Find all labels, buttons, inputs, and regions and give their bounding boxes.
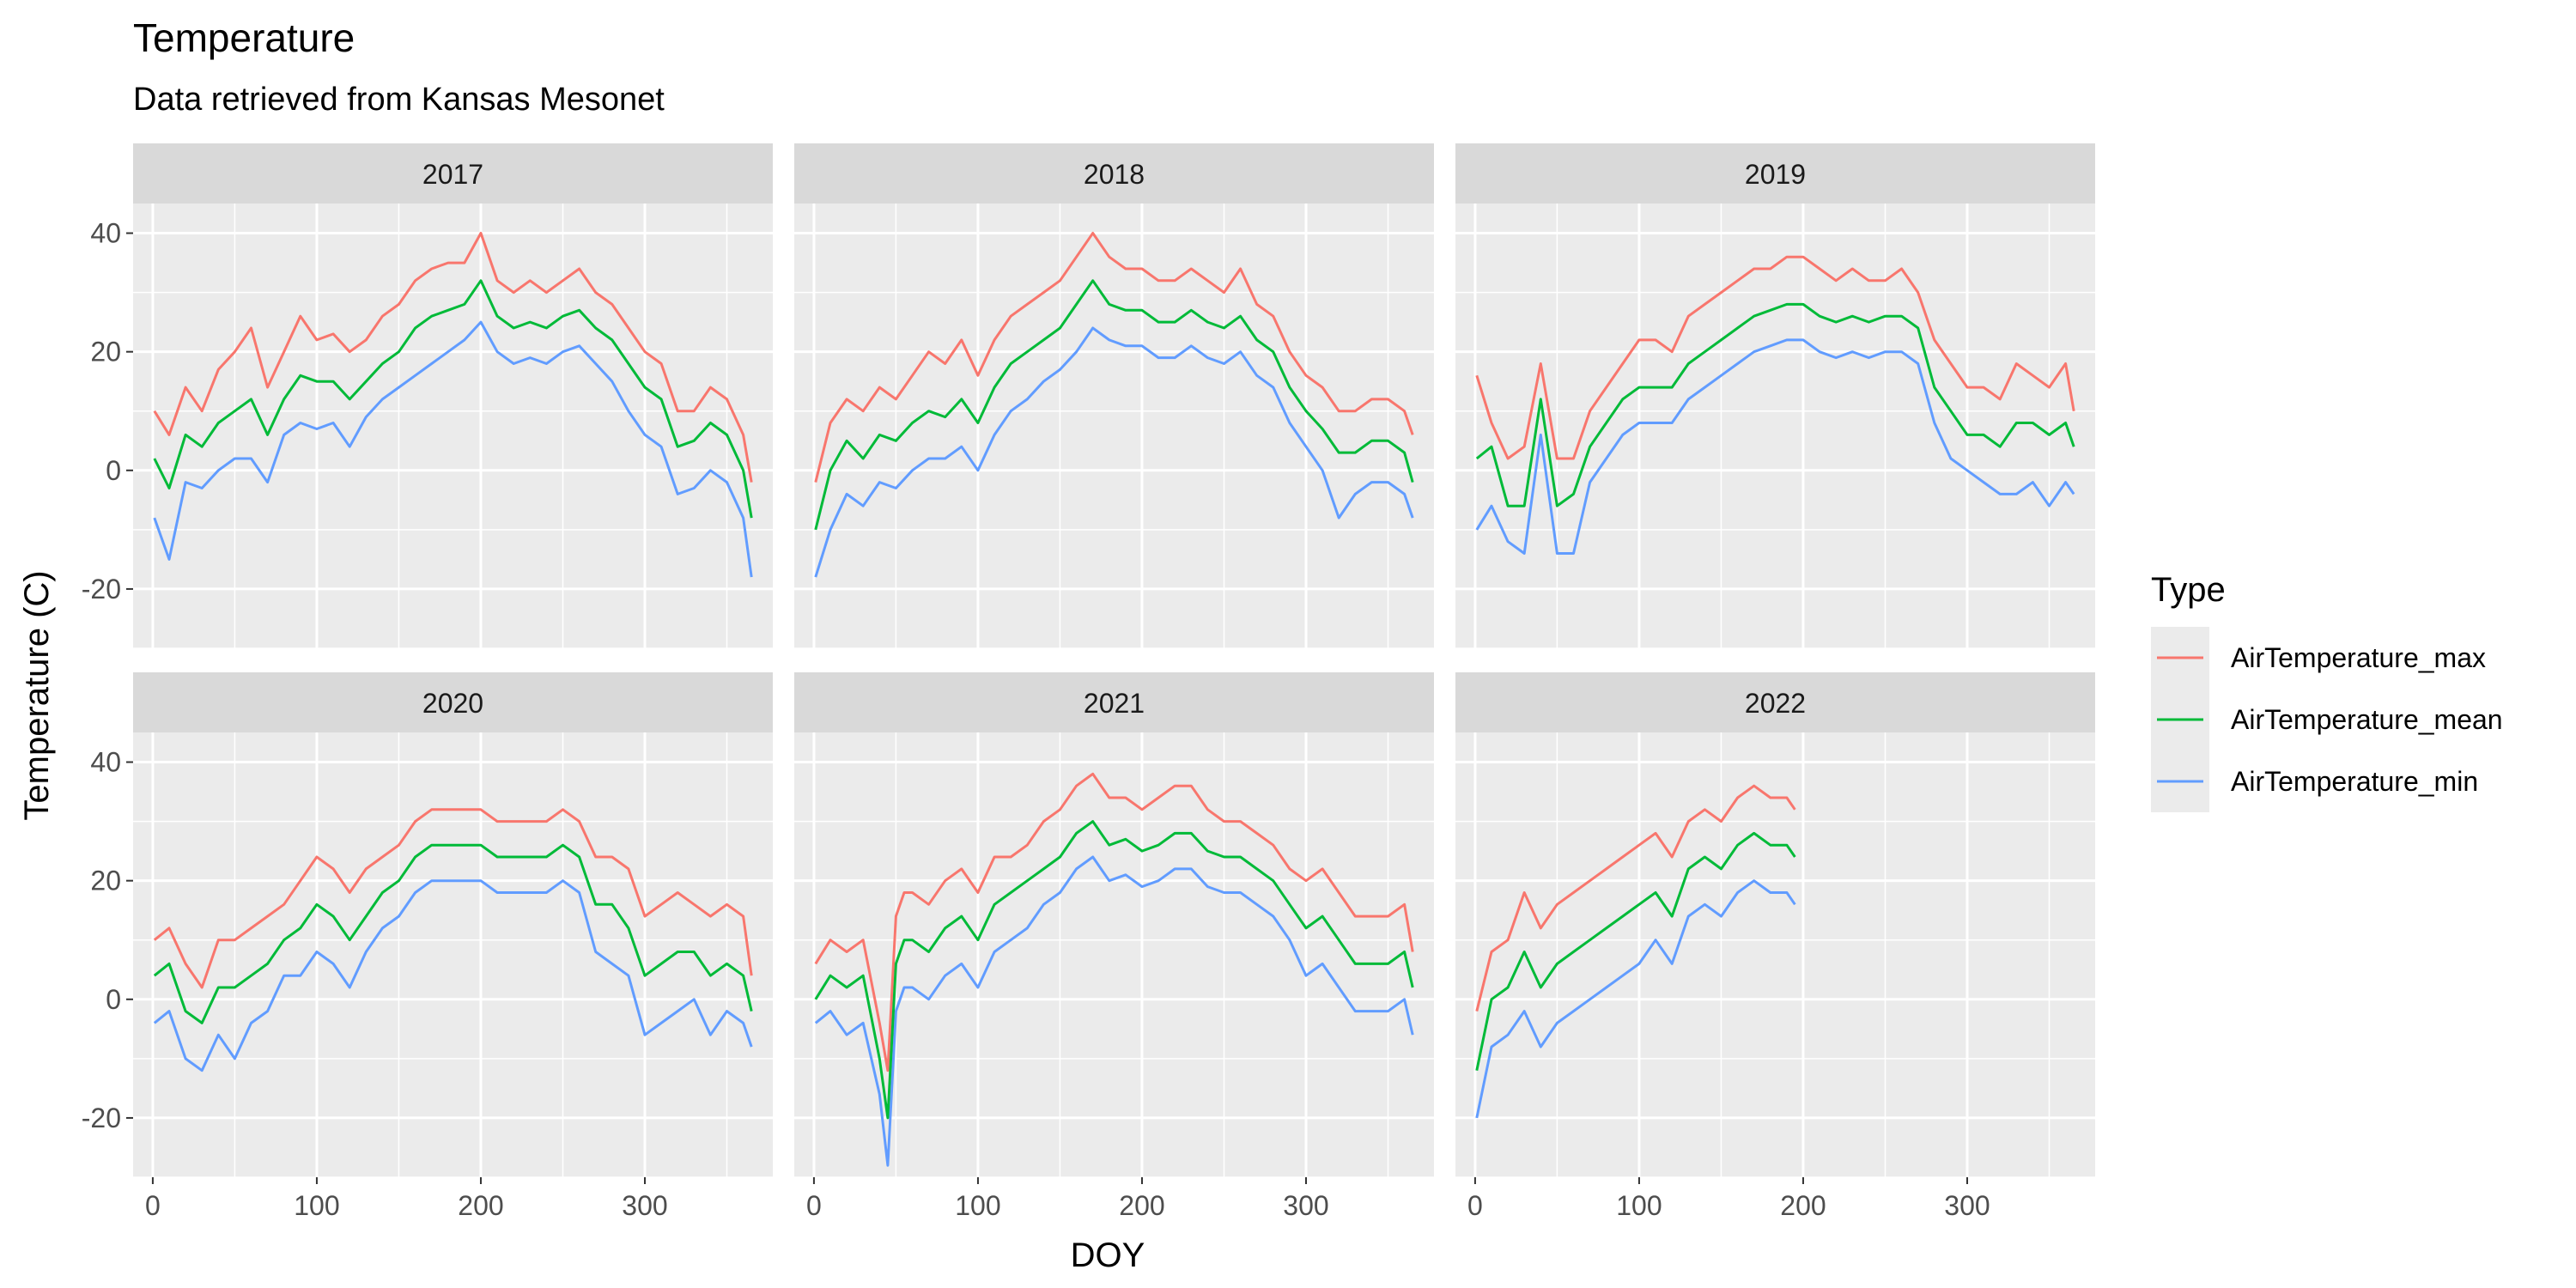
series-line-AirTemperature_min — [153, 879, 753, 1072]
facet-panel-2019: 2019 — [1455, 143, 2095, 649]
facet-panel-2022: 2022 0 100 200 300 — [1455, 672, 2095, 1221]
facet-strip-label: 2018 — [1084, 159, 1145, 190]
x-tick-label: 300 — [1283, 1190, 1328, 1221]
y-tick-label: 0 — [106, 455, 121, 486]
series-line-AirTemperature_max — [814, 232, 1414, 483]
panel-background — [133, 204, 773, 648]
facet-panel-2017: 2017 -20 0 20 40 — [82, 143, 773, 649]
y-tick-label: 40 — [90, 218, 121, 249]
y-axis-label: Temperature (C) — [18, 570, 56, 820]
legend-label: AirTemperature_min — [2231, 766, 2478, 797]
x-tick-label: 200 — [1780, 1190, 1826, 1221]
y-tick-label: 0 — [106, 984, 121, 1015]
x-tick-label: 300 — [1944, 1190, 1990, 1221]
facet-strip — [794, 672, 1434, 732]
x-tick-label: 300 — [622, 1190, 667, 1221]
legend-title: Type — [2151, 571, 2226, 609]
facet-strip — [133, 143, 773, 204]
x-tick-label: 0 — [806, 1190, 822, 1221]
facet-strip — [1455, 672, 2095, 732]
panel-background — [1455, 204, 2095, 648]
facet-strip — [794, 143, 1434, 204]
series-line-AirTemperature_min — [814, 855, 1414, 1167]
x-tick-label: 0 — [145, 1190, 161, 1221]
series-line-AirTemperature_mean — [814, 820, 1414, 1120]
chart-title: Temperature — [133, 15, 355, 60]
facet-panels: 2017 -20 0 20 40 2018 2019 2020 -20 0 20 40 0 100 200 3… — [82, 143, 2095, 1221]
x-tick-label: 100 — [294, 1190, 339, 1221]
series-line-AirTemperature_min — [1475, 338, 2075, 555]
panel-background — [133, 732, 773, 1177]
facet-strip-label: 2022 — [1745, 688, 1806, 719]
facet-strip-label: 2017 — [422, 159, 483, 190]
x-tick-label: 100 — [955, 1190, 1000, 1221]
series-line-AirTemperature_mean — [814, 279, 1414, 531]
chart-subtitle: Data retrieved from Kansas Mesonet — [133, 82, 665, 118]
panel-background — [794, 732, 1434, 1177]
series-line-AirTemperature_max — [153, 232, 753, 483]
x-tick-label: 200 — [458, 1190, 503, 1221]
facet-panel-2020: 2020 -20 0 20 40 0 100 200 300 — [82, 672, 773, 1221]
legend: Type AirTemperature_max AirTemperature_me… — [2151, 571, 2503, 812]
x-tick-label: 200 — [1119, 1190, 1164, 1221]
x-tick-label: 0 — [1467, 1190, 1483, 1221]
series-line-AirTemperature_mean — [153, 279, 753, 519]
series-line-AirTemperature_mean — [1475, 302, 2075, 507]
facet-strip-label: 2020 — [422, 688, 483, 719]
series-line-AirTemperature_max — [153, 808, 753, 989]
series-line-AirTemperature_min — [1475, 879, 1796, 1119]
series-line-AirTemperature_mean — [153, 843, 753, 1024]
panel-background — [1455, 732, 2095, 1177]
series-line-AirTemperature_max — [1475, 255, 2075, 460]
facet-strip — [133, 672, 773, 732]
series-line-AirTemperature_min — [814, 326, 1414, 578]
x-tick-label: 100 — [1616, 1190, 1662, 1221]
panel-background — [794, 204, 1434, 648]
facet-strip-label: 2019 — [1745, 159, 1806, 190]
facet-panel-2021: 2021 0 100 200 300 — [794, 672, 1434, 1221]
y-tick-label: 20 — [90, 866, 121, 896]
y-tick-label: -20 — [82, 574, 121, 605]
y-tick-label: -20 — [82, 1103, 121, 1133]
series-line-AirTemperature_min — [153, 320, 753, 578]
facet-strip-label: 2021 — [1084, 688, 1145, 719]
legend-label: AirTemperature_max — [2231, 642, 2486, 673]
series-line-AirTemperature_max — [1475, 784, 1796, 1012]
facet-strip — [1455, 143, 2095, 204]
facet-panel-2018: 2018 — [794, 143, 1434, 649]
y-tick-label: 20 — [90, 337, 121, 368]
legend-label: AirTemperature_mean — [2231, 704, 2503, 735]
y-tick-label: 40 — [90, 747, 121, 778]
series-line-AirTemperature_max — [814, 772, 1414, 1072]
series-line-AirTemperature_mean — [1475, 831, 1796, 1072]
x-axis-label: DOY — [1071, 1236, 1145, 1274]
